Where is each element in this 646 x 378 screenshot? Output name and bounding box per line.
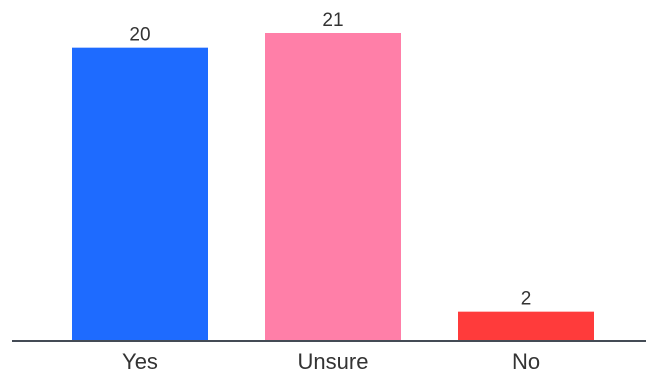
bar-no xyxy=(458,311,594,341)
value-label-no: 2 xyxy=(521,289,532,310)
bar-yes xyxy=(72,47,208,342)
bar-unsure xyxy=(265,33,401,341)
value-labels-layer: 20 21 2 xyxy=(129,10,531,310)
x-tick-label-yes: Yes xyxy=(122,349,158,373)
x-tick-label-unsure: Unsure xyxy=(298,349,369,373)
value-label-yes: 20 xyxy=(129,25,150,46)
x-tick-label-no: No xyxy=(512,349,540,373)
bars-layer xyxy=(72,33,594,342)
value-label-unsure: 21 xyxy=(322,10,343,31)
x-tick-labels: Yes Unsure No xyxy=(122,349,540,374)
